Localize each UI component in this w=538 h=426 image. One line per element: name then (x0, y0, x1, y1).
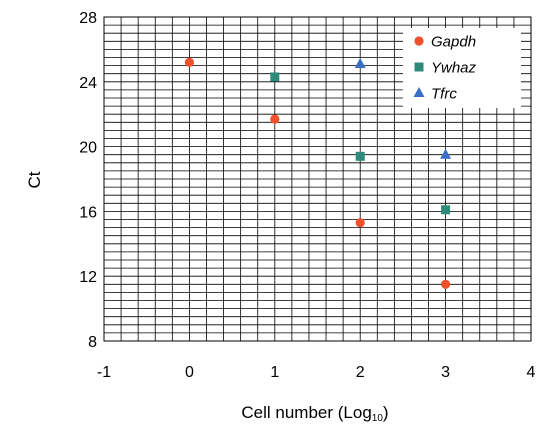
legend-marker-gapdh (414, 36, 424, 46)
legend-marker-ywhaz (414, 62, 424, 72)
legend: Gapdh Ywhaz Tfrc (403, 28, 521, 108)
y-tick-labels: 8 12 16 20 24 28 (79, 10, 97, 351)
data-point-gapdh (441, 279, 451, 289)
plot-frame (103, 16, 532, 342)
x-axis-title: Cell number (Log10) (241, 403, 388, 424)
x-tick-label: 4 (527, 364, 536, 381)
y-tick-label: 8 (88, 334, 97, 351)
y-tick-label: 20 (79, 140, 97, 157)
data-point-ywhaz (270, 72, 280, 82)
data-point-gapdh (355, 218, 365, 228)
x-tick-label: 2 (356, 364, 365, 381)
data-point-ywhaz (355, 151, 365, 161)
data-point-tfrc (354, 57, 366, 68)
y-tick-label: 24 (79, 75, 97, 92)
x-tick-label: 0 (185, 364, 194, 381)
data-point-ywhaz (441, 205, 451, 215)
x-axis-title-end: ) (383, 403, 389, 422)
y-tick-label: 12 (79, 269, 97, 286)
data-point-gapdh (184, 57, 194, 67)
grid (103, 16, 532, 342)
x-axis-title-subscript: 10 (372, 413, 384, 424)
y-axis-title: Ct (25, 171, 44, 188)
data-point-tfrc (440, 148, 452, 159)
legend-label-tfrc: Tfrc (431, 86, 457, 103)
x-tick-label: 3 (441, 364, 450, 381)
x-axis-title-main: Cell number (Log (241, 403, 371, 422)
x-tick-label: 1 (270, 364, 279, 381)
legend-label-gapdh: Gapdh (431, 34, 476, 51)
data-points (184, 57, 452, 289)
y-tick-label: 28 (79, 10, 97, 27)
x-tick-label: -1 (97, 364, 111, 381)
data-point-gapdh (270, 114, 280, 124)
legend-marker-tfrc (413, 87, 425, 97)
legend-label-ywhaz: Ywhaz (431, 60, 477, 77)
y-tick-label: 16 (79, 204, 97, 221)
x-tick-labels: -1 0 1 2 3 4 (97, 364, 536, 381)
